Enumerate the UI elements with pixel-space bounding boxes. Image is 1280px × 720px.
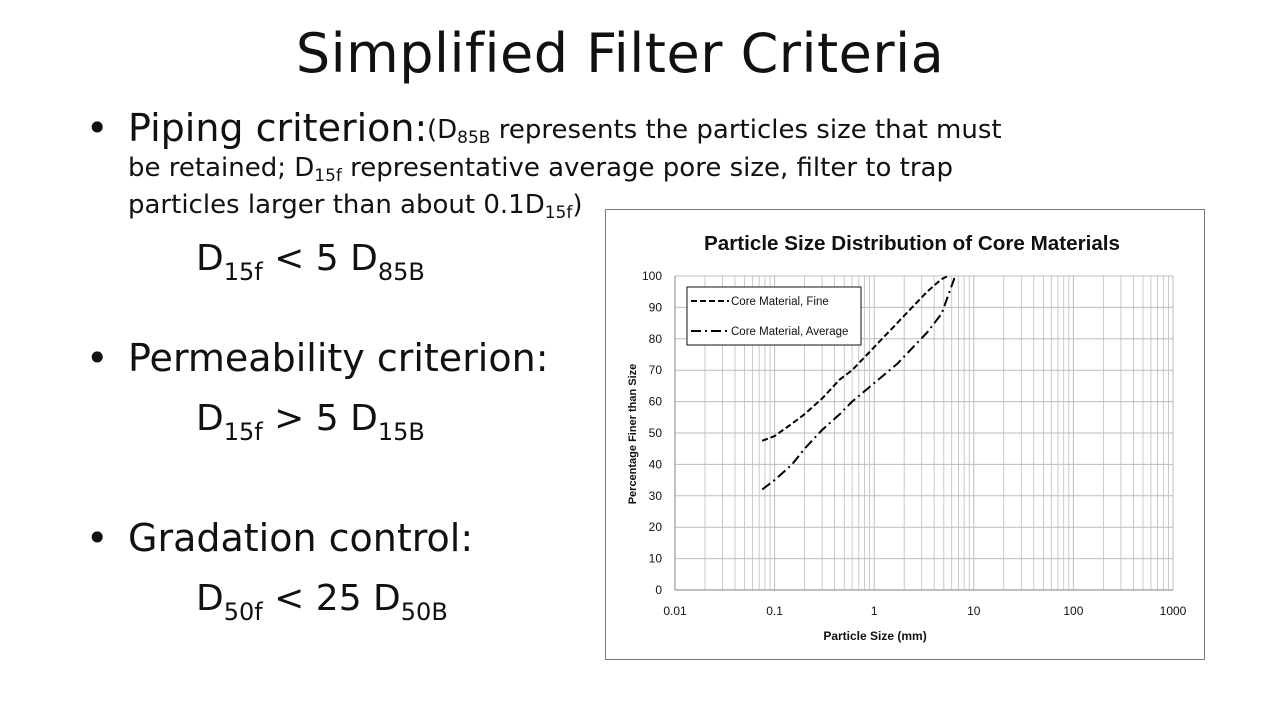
- note-subscript: 15f: [314, 166, 342, 186]
- chart-svg: Particle Size Distribution of Core Mater…: [627, 233, 1187, 643]
- note-text: representative average pore size, filter…: [341, 153, 953, 183]
- formula-piping-op: < 5: [262, 238, 351, 279]
- bullet-dot: •: [86, 516, 109, 560]
- formula-permeability-rhs-sub: 15B: [377, 418, 425, 446]
- y-tick-label: 50: [649, 426, 663, 440]
- note-text: ): [572, 190, 583, 220]
- chart-title: Particle Size Distribution of Core Mater…: [704, 233, 1120, 255]
- y-tick-label: 20: [649, 520, 663, 534]
- formula-permeability-rhs: D: [350, 398, 378, 439]
- piping-note-line-3: particles larger than about 0.1D15f): [128, 187, 583, 224]
- bullet-dot: •: [86, 336, 109, 380]
- formula-piping: D15f < 5 D85B: [196, 238, 425, 284]
- formula-piping-rhs: D: [350, 238, 378, 279]
- formula-piping-lhs: D: [196, 238, 224, 279]
- legend-label: Core Material, Fine: [731, 296, 829, 308]
- x-tick-label: 0.1: [766, 604, 783, 618]
- y-tick-label: 100: [642, 269, 662, 283]
- formula-permeability-op: > 5: [262, 398, 351, 439]
- legend-label: Core Material, Average: [731, 326, 848, 338]
- note-subscript: 15f: [544, 203, 573, 223]
- y-tick-label: 80: [649, 332, 663, 346]
- series-line-fine: [761, 275, 949, 442]
- x-tick-label: 10: [967, 604, 981, 618]
- note-text: (D: [427, 115, 458, 145]
- series-line-average: [761, 275, 957, 491]
- formula-gradation-rhs-sub: 50B: [400, 598, 448, 626]
- formula-gradation: D50f < 25 D50B: [196, 578, 448, 624]
- piping-note-line-2: be retained; D15f representative average…: [128, 150, 953, 187]
- x-tick-label: 0.01: [663, 604, 687, 618]
- chart-panel: Particle Size Distribution of Core Mater…: [605, 209, 1205, 660]
- piping-note-line-1: (D85B represents the particles size that…: [427, 112, 1002, 149]
- note-subscript: 85B: [457, 128, 491, 148]
- formula-permeability-lhs-sub: 15f: [223, 418, 263, 446]
- y-tick-label: 40: [649, 457, 663, 471]
- formula-permeability-lhs: D: [196, 398, 224, 439]
- formula-gradation-lhs-sub: 50f: [223, 598, 263, 626]
- y-tick-label: 0: [655, 583, 662, 597]
- formula-gradation-rhs: D: [373, 578, 401, 619]
- slide-title: Simplified Filter Criteria: [295, 22, 945, 85]
- note-text: represents the particles size that must: [490, 115, 1002, 145]
- note-text: be retained; D: [128, 153, 315, 183]
- x-tick-label: 1: [871, 604, 878, 618]
- formula-piping-lhs-sub: 15f: [223, 258, 263, 286]
- legend-box: [686, 286, 862, 346]
- y-tick-label: 30: [649, 489, 663, 503]
- bullet-dot: •: [86, 106, 109, 150]
- bullet-label-gradation: Gradation control:: [128, 516, 474, 560]
- y-tick-label: 90: [649, 300, 663, 314]
- x-tick-label: 1000: [1160, 604, 1187, 618]
- formula-gradation-lhs: D: [196, 578, 224, 619]
- bullet-label-permeability: Permeability criterion:: [128, 336, 549, 380]
- y-axis-label: Percentage Finer than Size: [627, 364, 639, 505]
- formula-piping-rhs-sub: 85B: [377, 258, 425, 286]
- formula-gradation-op: < 25: [262, 578, 374, 619]
- y-tick-label: 60: [649, 395, 663, 409]
- y-tick-label: 70: [649, 363, 663, 377]
- y-tick-label: 10: [649, 552, 663, 566]
- x-tick-label: 100: [1063, 604, 1083, 618]
- formula-permeability: D15f > 5 D15B: [196, 398, 425, 444]
- bullet-label-piping: Piping criterion:: [128, 106, 428, 150]
- x-axis-label: Particle Size (mm): [823, 629, 926, 643]
- note-text: particles larger than about 0.1D: [128, 190, 545, 220]
